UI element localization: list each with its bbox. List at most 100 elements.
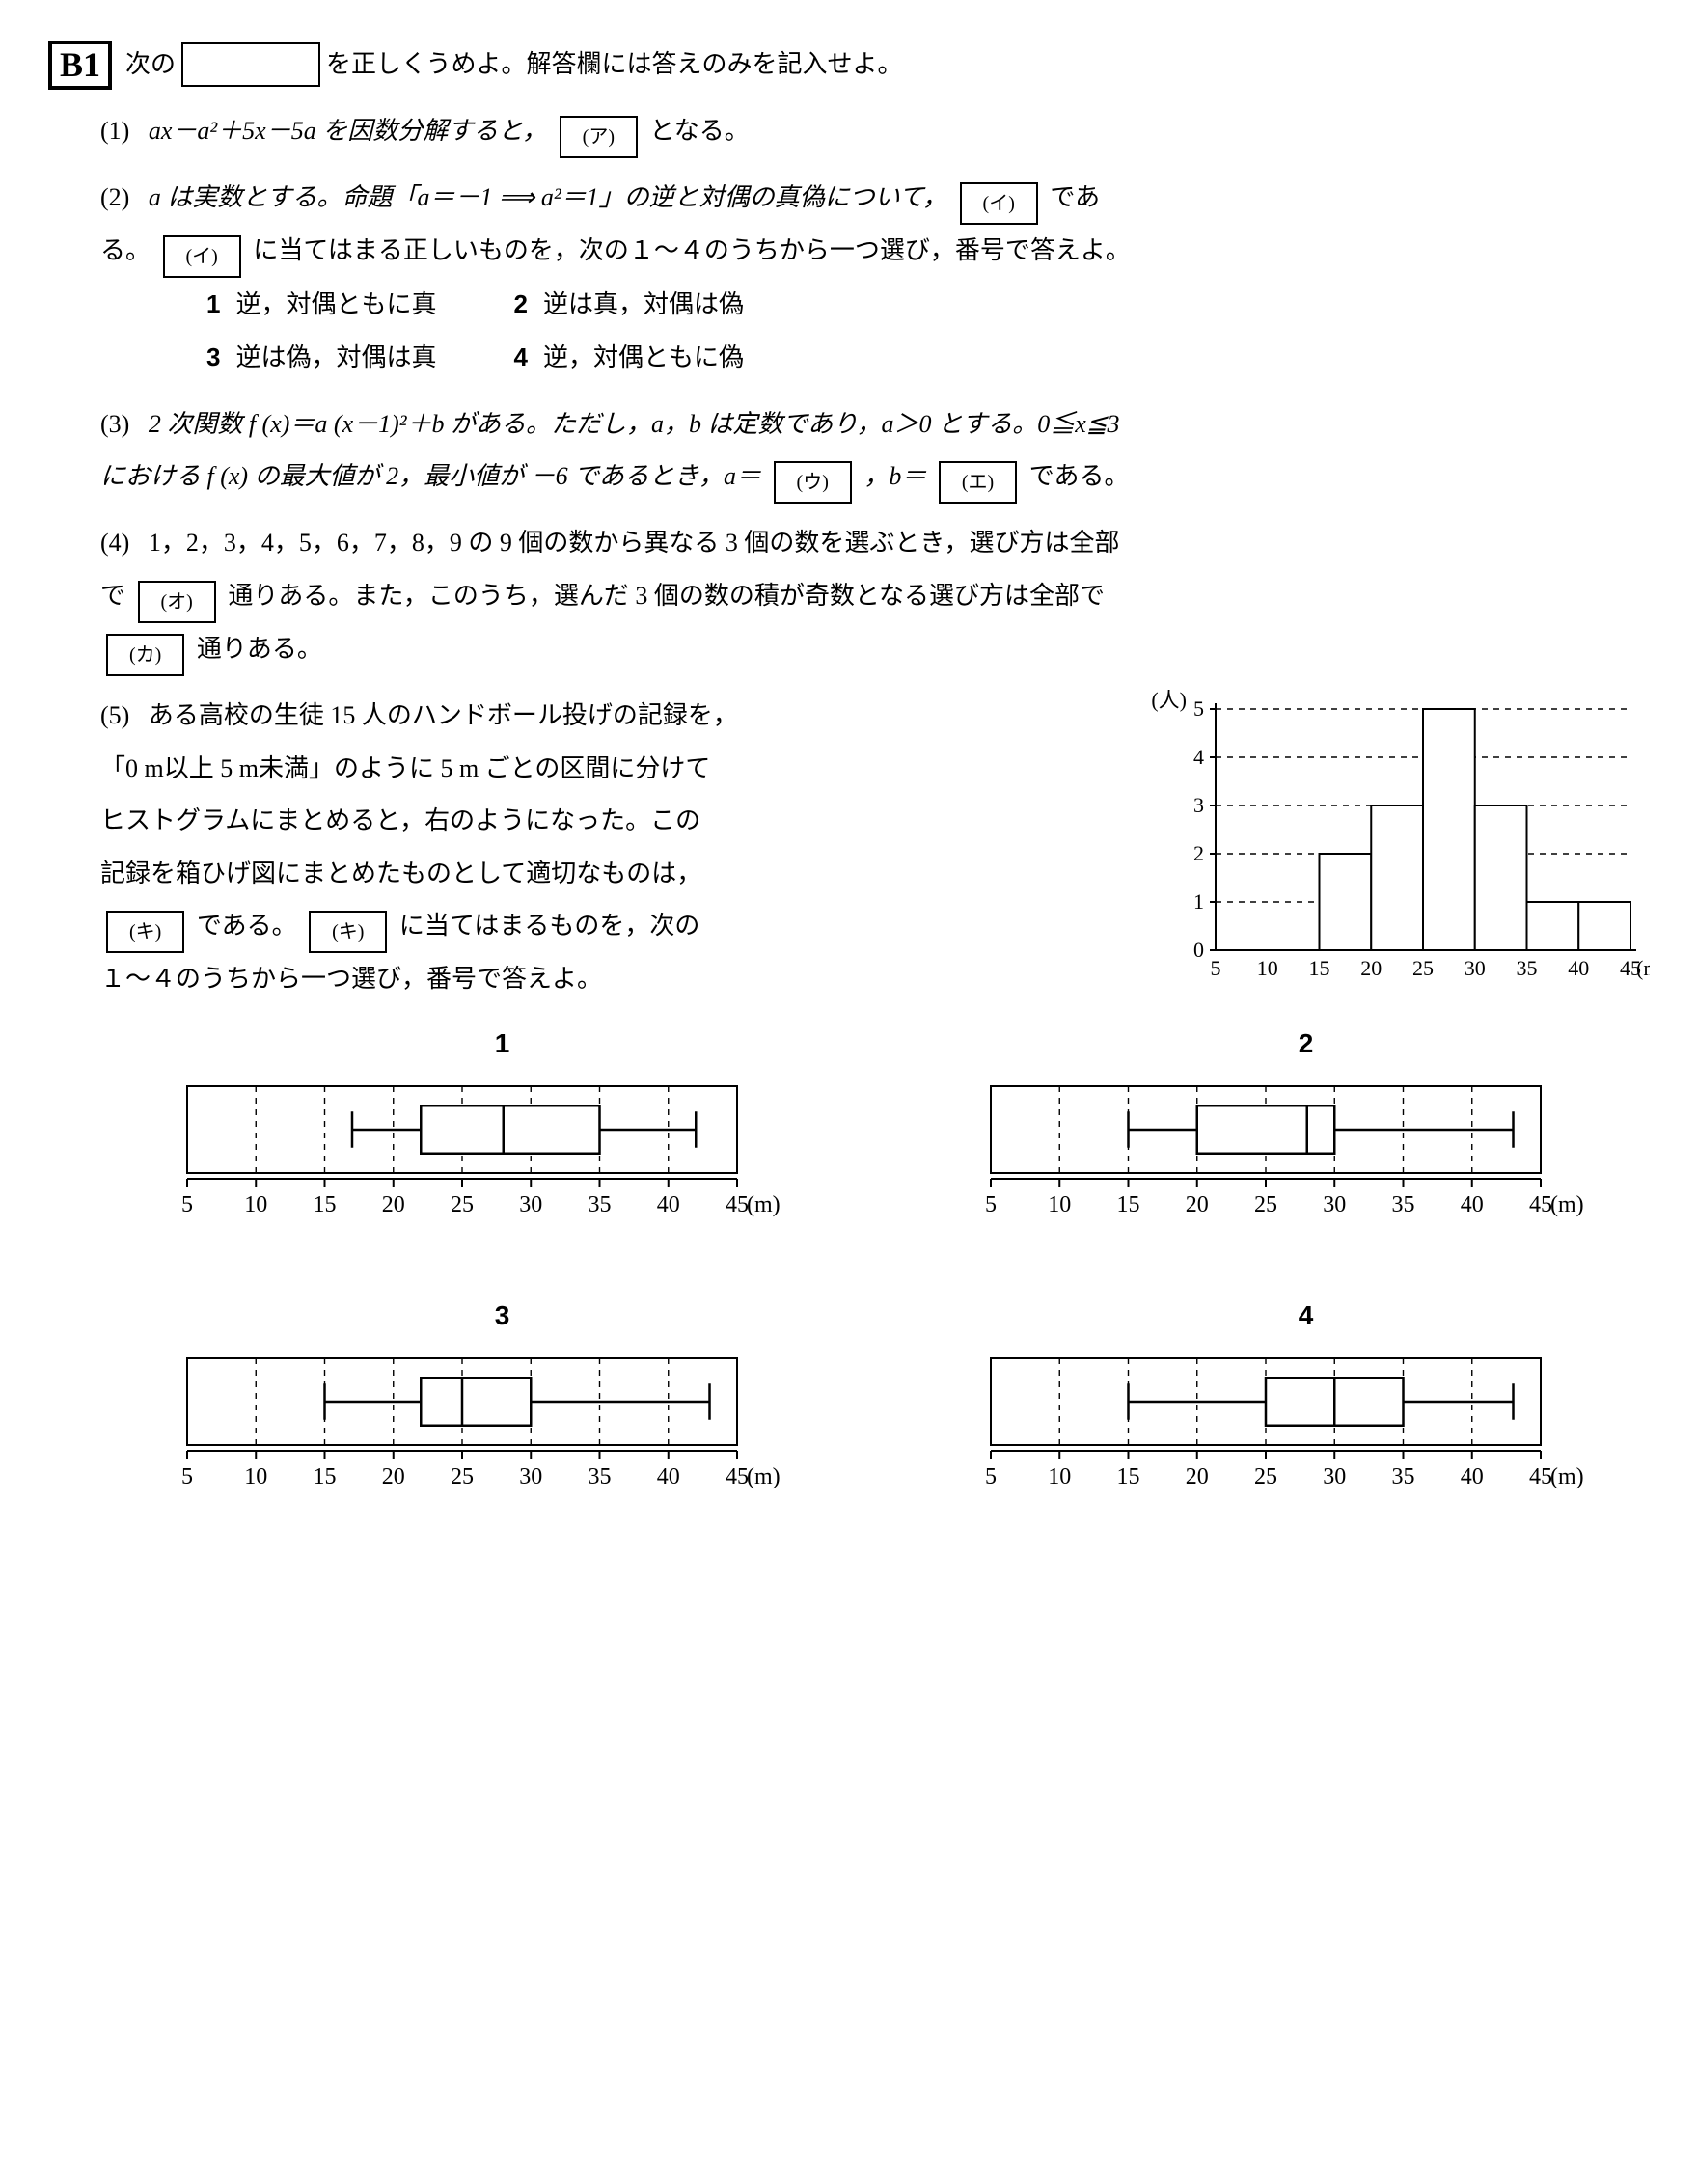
svg-text:35: 35 <box>1392 1192 1415 1217</box>
svg-text:35: 35 <box>589 1192 612 1217</box>
question-2: (2) a は実数とする。命題「a＝－1 ⟹ a²＝1」の逆と対偶の真偽について… <box>100 172 1650 385</box>
q2-choices-row2: 3逆は偽，対偶は真 4逆，対偶ともに偽 <box>206 331 1650 385</box>
svg-text:15: 15 <box>314 1192 337 1217</box>
svg-text:10: 10 <box>1048 1192 1071 1217</box>
svg-text:40: 40 <box>657 1192 680 1217</box>
boxplot-grid: 151015202530354045(m)251015202530354045(… <box>158 1016 1650 1532</box>
question-num: (3) <box>100 410 129 438</box>
histogram: (人)01234551015202530354045(m) <box>1148 690 1650 998</box>
svg-text:20: 20 <box>1186 1464 1209 1489</box>
svg-text:30: 30 <box>519 1192 542 1217</box>
svg-text:25: 25 <box>451 1464 474 1489</box>
q2-line2a: る。 <box>100 236 151 264</box>
q1-expression: ax－a²＋5x－5a を因数分解すると， <box>149 117 547 145</box>
problem-title: B1 次の を正しくうめよ。解答欄には答えのみを記入せよ。 <box>48 39 1650 92</box>
svg-text:(m): (m) <box>1636 956 1650 980</box>
q5-l6: １～４のうちから一つ選び，番号で答えよ。 <box>100 953 1109 1006</box>
svg-text:25: 25 <box>1254 1192 1277 1217</box>
choice: 1逆，対偶ともに真 <box>206 278 436 332</box>
svg-text:30: 30 <box>1465 956 1486 980</box>
svg-text:40: 40 <box>1461 1192 1484 1217</box>
blank-ki: (キ) <box>106 911 184 953</box>
svg-text:35: 35 <box>589 1464 612 1489</box>
svg-text:30: 30 <box>519 1464 542 1489</box>
svg-text:15: 15 <box>1309 956 1330 980</box>
svg-text:1: 1 <box>1193 889 1204 914</box>
svg-text:15: 15 <box>1117 1464 1140 1489</box>
boxplot-4: 451015202530354045(m) <box>962 1288 1650 1531</box>
svg-text:3: 3 <box>1193 793 1204 817</box>
svg-text:15: 15 <box>1117 1192 1140 1217</box>
q4-line2a: で <box>100 582 125 610</box>
title-lead: 次の <box>125 39 176 92</box>
svg-text:5: 5 <box>1193 696 1204 721</box>
choice: 2逆は真，対偶は偽 <box>513 278 743 332</box>
q2-choices-row1: 1逆，対偶ともに真 2逆は真，対偶は偽 <box>206 278 1650 332</box>
question-num: (2) <box>100 183 129 211</box>
q1-post: となる。 <box>650 117 750 145</box>
q5-post: に当てはまるものを，次の <box>399 912 699 940</box>
svg-text:(m): (m) <box>1550 1464 1584 1489</box>
q2-line1b: であ <box>1050 183 1100 211</box>
svg-text:40: 40 <box>657 1464 680 1489</box>
svg-text:20: 20 <box>1360 956 1382 980</box>
svg-text:25: 25 <box>451 1192 474 1217</box>
svg-text:40: 40 <box>1568 956 1589 980</box>
svg-text:5: 5 <box>985 1464 997 1489</box>
question-num: (1) <box>100 117 129 145</box>
svg-text:10: 10 <box>1048 1464 1071 1489</box>
svg-text:30: 30 <box>1323 1192 1346 1217</box>
svg-text:10: 10 <box>244 1192 267 1217</box>
svg-text:25: 25 <box>1254 1464 1277 1489</box>
svg-text:10: 10 <box>244 1464 267 1489</box>
q2-line1a: a は実数とする。命題「a＝－1 ⟹ a²＝1」の逆と対偶の真偽について， <box>149 183 947 211</box>
choice: 4逆，対偶ともに偽 <box>513 331 743 385</box>
svg-text:20: 20 <box>1186 1192 1209 1217</box>
svg-text:45: 45 <box>1529 1464 1552 1489</box>
svg-text:5: 5 <box>1211 956 1221 980</box>
svg-text:5: 5 <box>985 1192 997 1217</box>
boxplot-2: 251015202530354045(m) <box>962 1016 1650 1259</box>
q4-line1: 1，2，3，4，5，6，7，8，9 の 9 個の数から異なる 3 個の数を選ぶと… <box>149 529 1120 557</box>
q4-line2b: 通りある。また，このうち，選んだ 3 個の数の積が奇数となる選び方は全部で <box>228 582 1105 610</box>
svg-text:5: 5 <box>181 1192 193 1217</box>
boxplot-label: 3 <box>158 1288 846 1345</box>
svg-text:15: 15 <box>314 1464 337 1489</box>
svg-text:20: 20 <box>382 1464 405 1489</box>
blank-box <box>181 42 320 87</box>
q5-l1: ある高校の生徒 15 人のハンドボール投げの記録を， <box>149 701 738 729</box>
question-1: (1) ax－a²＋5x－5a を因数分解すると， (ア) となる。 <box>100 105 1650 158</box>
blank-ka: (カ) <box>106 634 184 676</box>
svg-text:2: 2 <box>1193 841 1204 865</box>
blank-u: (ウ) <box>774 461 852 504</box>
question-4: (4) 1，2，3，4，5，6，7，8，9 の 9 個の数から異なる 3 個の数… <box>100 517 1650 676</box>
svg-text:(m): (m) <box>747 1192 781 1217</box>
q3-line2a: における f (x) の最大値が 2，最小値が －6 であるとき，a＝ <box>100 462 761 490</box>
svg-text:4: 4 <box>1193 745 1204 769</box>
boxplot-3: 351015202530354045(m) <box>158 1288 846 1531</box>
svg-text:30: 30 <box>1323 1464 1346 1489</box>
question-num: (5) <box>100 701 129 729</box>
q5-l2: 「0 m以上 5 m未満」のように 5 m ごとの区間に分けて <box>100 743 1109 796</box>
q2-line2b: に当てはまる正しいものを，次の１～４のうちから一つ選び，番号で答えよ。 <box>253 236 1130 264</box>
blank-ki2: (キ) <box>309 911 387 953</box>
svg-text:35: 35 <box>1517 956 1538 980</box>
svg-text:(人): (人) <box>1151 690 1187 712</box>
svg-text:25: 25 <box>1412 956 1434 980</box>
boxplot-1: 151015202530354045(m) <box>158 1016 846 1259</box>
svg-text:20: 20 <box>382 1192 405 1217</box>
svg-text:10: 10 <box>1257 956 1278 980</box>
svg-text:45: 45 <box>1529 1192 1552 1217</box>
boxplot-label: 2 <box>962 1016 1650 1073</box>
q5-l3: ヒストグラムにまとめると，右のようになった。この <box>100 795 1109 848</box>
problem-tag: B1 <box>48 41 112 90</box>
blank-i: (イ) <box>960 182 1038 225</box>
q5-mid: である。 <box>197 912 297 940</box>
q3-line2b: である。 <box>1029 462 1130 490</box>
blank-a: (ア) <box>560 116 638 158</box>
question-5: (5) ある高校の生徒 15 人のハンドボール投げの記録を， 「0 m以上 5 … <box>100 690 1650 1532</box>
question-3: (3) 2 次関数 f (x)＝a (x－1)²＋b がある。ただし，a，b は… <box>100 398 1650 505</box>
svg-text:45: 45 <box>726 1192 749 1217</box>
blank-o: (オ) <box>138 581 216 623</box>
svg-text:45: 45 <box>726 1464 749 1489</box>
